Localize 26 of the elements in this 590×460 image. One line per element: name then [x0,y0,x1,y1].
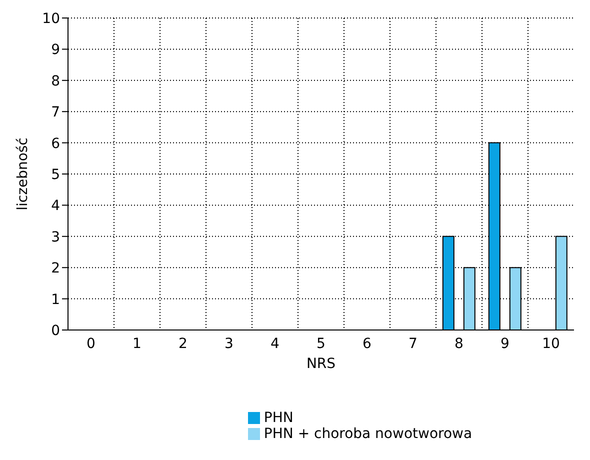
x-tick-label: 7 [408,336,418,352]
y-tick-label: 8 [51,73,60,90]
y-tick-label: 3 [51,229,60,246]
x-tick-label: 9 [500,336,510,352]
legend-label: PHN [264,410,294,426]
x-tick-label: 6 [362,336,372,352]
x-axis-title: NRS [306,356,336,372]
y-axis-title: liczebność [14,138,31,210]
y-tick-label: 5 [51,166,60,183]
y-tick-label: 6 [51,136,60,152]
x-tick-label: 2 [178,336,188,352]
x-tick-label: 10 [542,336,560,352]
y-tick-label: 0 [51,322,60,339]
y-tick-label: 9 [51,42,60,58]
x-tick-label: 4 [270,336,280,352]
x-tick-label: 0 [86,336,96,352]
x-tick-label: 5 [316,336,326,352]
x-tick-label: 3 [224,336,234,352]
y-tick-label: 1 [51,292,60,308]
x-tick-label: 8 [454,336,464,352]
y-tick-label: 7 [51,104,60,121]
y-tick-label: 2 [51,260,60,277]
y-tick-label: 10 [42,10,60,27]
y-tick-label: 4 [51,198,60,214]
legend-label: PHN + choroba nowotworowa [264,426,472,442]
x-tick-label: 1 [132,336,142,352]
